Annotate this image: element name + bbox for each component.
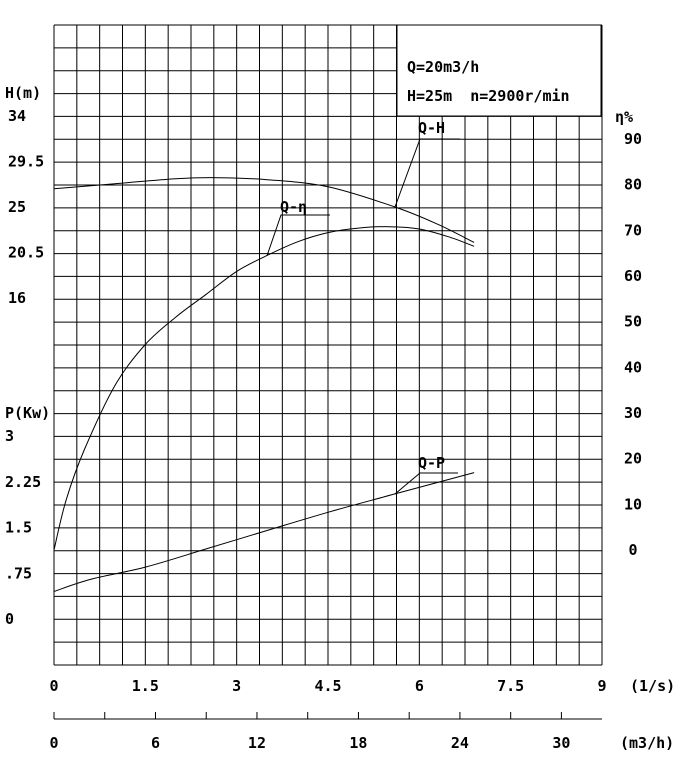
flow-ls-tick-label: 6	[415, 677, 424, 695]
annotation-rated-flow: Q=20m3/h	[407, 58, 479, 76]
flow-ls-tick-label: 7.5	[497, 677, 524, 695]
curve-Q-H	[53, 177, 475, 243]
power-tick-label: 2.25	[5, 473, 41, 491]
flow-m3h-tick-label: 18	[349, 734, 367, 752]
flow-m3h-axis-label: (m3/h)	[620, 734, 674, 752]
power-axis-label: P(Kw)	[5, 404, 50, 422]
flow-ls-tick-label: 0	[49, 677, 58, 695]
leader-line-Q-η	[266, 214, 330, 256]
leader-line-Q-H	[394, 138, 460, 208]
flow-m3h-tick-label: 0	[49, 734, 58, 752]
head-tick-label: 29.5	[8, 153, 44, 171]
flow-ls-tick-label: 1.5	[132, 677, 159, 695]
power-tick-label: 0	[5, 610, 14, 628]
efficiency-tick-label: 50	[624, 313, 642, 331]
flow-ls-axis-label: (1/s)	[630, 677, 675, 695]
efficiency-tick-label: 30	[624, 404, 642, 422]
tick-labels: 3429.52520.51632.251.5.75090807060504030…	[5, 107, 642, 695]
efficiency-tick-label: 60	[624, 267, 642, 285]
efficiency-tick-label: 0	[628, 541, 637, 559]
annotation-rated-head-speed: H=25m n=2900r/min	[407, 87, 570, 105]
m3h-axis: 0 6 12 18 24 30	[49, 712, 602, 752]
power-tick-label: 3	[5, 427, 14, 445]
flow-ls-tick-label: 3	[232, 677, 241, 695]
efficiency-tick-label: 40	[624, 358, 642, 376]
power-tick-label: 1.5	[5, 519, 32, 537]
head-axis-label: H(m)	[5, 84, 41, 102]
efficiency-axis-label: η%	[615, 108, 633, 126]
leader-line-Q-P	[394, 472, 458, 495]
flow-m3h-tick-label: 12	[248, 734, 266, 752]
flow-ls-tick-label: 9	[597, 677, 606, 695]
annotation-box	[396, 24, 602, 117]
efficiency-tick-label: 70	[624, 221, 642, 239]
power-tick-label: .75	[5, 564, 32, 582]
head-tick-label: 20.5	[8, 244, 44, 262]
efficiency-tick-label: 90	[624, 130, 642, 148]
curve-label-Q-η: Q-η	[280, 198, 307, 216]
curve-label-Q-P: Q-P	[418, 454, 445, 472]
flow-m3h-tick-label: 6	[151, 734, 160, 752]
curve-label-Q-H: Q-H	[418, 119, 445, 137]
head-tick-label: 34	[8, 107, 26, 125]
head-tick-label: 25	[8, 198, 26, 216]
flow-m3h-tick-label: 24	[451, 734, 469, 752]
curve-Q-η	[53, 226, 475, 551]
flow-ls-tick-label: 4.5	[314, 677, 341, 695]
chart-grid	[53, 24, 603, 666]
flow-m3h-tick-label: 30	[552, 734, 570, 752]
head-tick-label: 16	[8, 289, 26, 307]
performance-curves: Q-H Q-η Q-P	[53, 119, 475, 592]
efficiency-tick-label: 20	[624, 450, 642, 468]
efficiency-tick-label: 10	[624, 495, 642, 513]
efficiency-tick-label: 80	[624, 176, 642, 194]
